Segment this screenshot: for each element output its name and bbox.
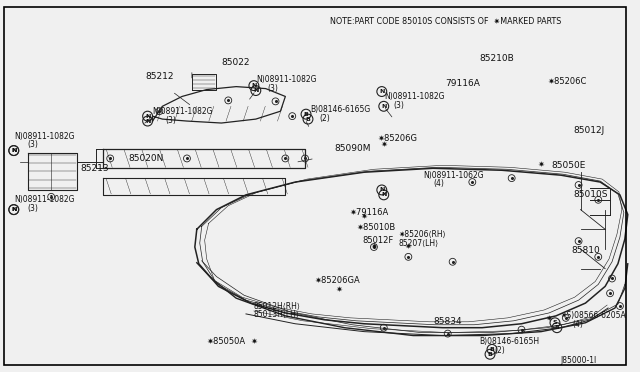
- Text: N)08911-1082G: N)08911-1082G: [152, 107, 213, 116]
- Text: (2): (2): [320, 113, 330, 123]
- Text: N)08911-1082G: N)08911-1082G: [14, 132, 74, 141]
- Text: N: N: [253, 88, 259, 93]
- Text: 85020N: 85020N: [128, 154, 163, 163]
- Text: 85090M: 85090M: [335, 144, 371, 153]
- Text: N: N: [11, 207, 17, 212]
- Text: N)08911-1082G: N)08911-1082G: [384, 92, 444, 101]
- Text: N)08911-1082G: N)08911-1082G: [256, 75, 316, 84]
- Text: (3): (3): [165, 116, 176, 125]
- Text: 85010S: 85010S: [573, 190, 608, 199]
- Text: (2): (2): [494, 346, 505, 355]
- Text: (3): (3): [268, 84, 278, 93]
- Text: ✷: ✷: [380, 141, 387, 150]
- Text: N: N: [11, 148, 17, 153]
- Text: 85212: 85212: [146, 72, 174, 81]
- Text: N: N: [11, 148, 17, 153]
- Text: N)08911-1062G: N)08911-1062G: [423, 171, 484, 180]
- Text: 85013H⟨LH⟩: 85013H⟨LH⟩: [254, 310, 300, 320]
- Text: (3): (3): [28, 204, 38, 213]
- Text: 85834: 85834: [433, 317, 461, 326]
- Text: 85810: 85810: [572, 246, 600, 256]
- Text: 85210B: 85210B: [479, 54, 514, 62]
- Text: (4): (4): [573, 320, 584, 329]
- Text: B: B: [488, 352, 492, 357]
- Text: N)08911-1082G: N)08911-1082G: [14, 195, 74, 204]
- Text: (4): (4): [433, 179, 444, 187]
- Text: ✷85050A: ✷85050A: [207, 337, 246, 346]
- Text: ✷85206C: ✷85206C: [548, 77, 588, 86]
- Text: N: N: [381, 192, 387, 198]
- Text: 85022: 85022: [221, 58, 250, 67]
- Text: ✷: ✷: [360, 213, 367, 222]
- Text: J85000-1I: J85000-1I: [561, 356, 597, 365]
- Text: 85207⟨LH⟩: 85207⟨LH⟩: [399, 238, 438, 248]
- Text: ✷79116A: ✷79116A: [349, 208, 388, 217]
- Text: 79116A: 79116A: [445, 79, 479, 88]
- Text: ✷: ✷: [538, 161, 545, 170]
- Text: 85012H⟨RH⟩: 85012H⟨RH⟩: [254, 302, 301, 311]
- Text: ✷85206GA: ✷85206GA: [315, 276, 360, 285]
- Text: ✷: ✷: [545, 315, 552, 324]
- Text: 85012J: 85012J: [573, 126, 605, 135]
- Text: (3): (3): [28, 140, 38, 149]
- Text: ✷85206⟨RH⟩: ✷85206⟨RH⟩: [399, 230, 446, 239]
- Text: ✷: ✷: [371, 243, 378, 251]
- Text: 85050E: 85050E: [551, 161, 586, 170]
- Text: B: B: [490, 347, 495, 352]
- Text: 85012F: 85012F: [362, 235, 394, 245]
- Text: N: N: [379, 89, 385, 94]
- Text: ✷: ✷: [250, 338, 257, 347]
- Text: B)08146-6165H: B)08146-6165H: [479, 337, 540, 346]
- Text: S: S: [555, 325, 559, 330]
- Text: N: N: [145, 119, 150, 124]
- Text: B)08146-6165G: B)08146-6165G: [310, 105, 370, 114]
- Text: ✷: ✷: [336, 286, 343, 295]
- Text: ✷S)08566-6205A: ✷S)08566-6205A: [561, 311, 627, 320]
- Text: 85213: 85213: [81, 164, 109, 173]
- Text: S: S: [553, 320, 557, 325]
- Text: N: N: [381, 104, 387, 109]
- Text: (3): (3): [394, 101, 404, 110]
- Text: N: N: [379, 187, 385, 192]
- Text: ✷: ✷: [405, 243, 412, 251]
- Text: N: N: [11, 207, 17, 212]
- Text: B: B: [303, 112, 308, 117]
- Text: N: N: [251, 83, 257, 88]
- Text: B: B: [305, 116, 310, 122]
- Text: N: N: [145, 113, 150, 119]
- Text: NOTE:PART CODE 85010S CONSISTS OF  ✷MARKED PARTS: NOTE:PART CODE 85010S CONSISTS OF ✷MARKE…: [330, 17, 561, 26]
- Text: ✷85010B: ✷85010B: [356, 223, 396, 232]
- Text: ✷85206G: ✷85206G: [378, 134, 418, 143]
